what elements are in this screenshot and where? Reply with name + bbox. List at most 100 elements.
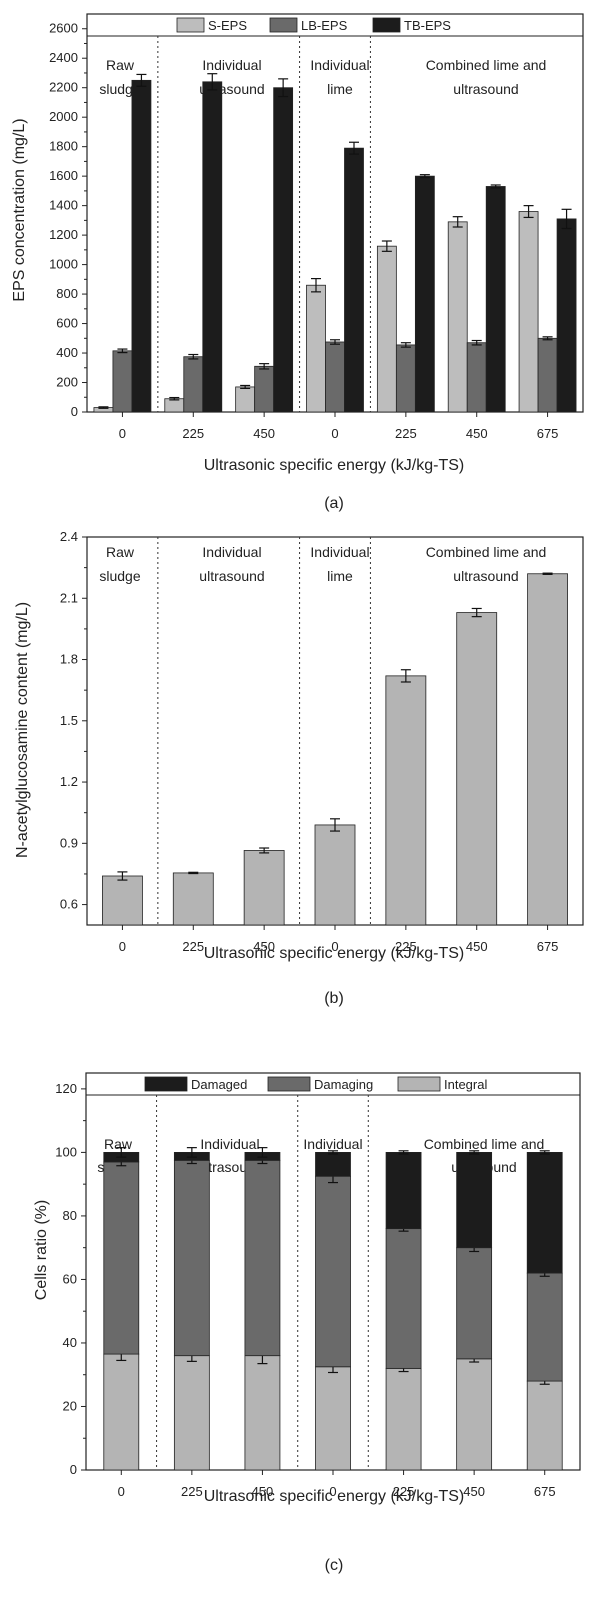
y-tick-label: 0.6 [60,897,78,912]
legend-swatch [267,1076,311,1092]
y-tick-label: 1400 [49,198,78,213]
bar-segment [456,1152,493,1249]
legend-swatch [144,1076,188,1092]
bar-segment [385,1228,422,1369]
bar [518,211,539,413]
bar [395,344,416,413]
chart-b: 0.6 0.9 1.2 1.5 1.8 2.1 2.4 0 225 450 0 225 450 675 Ra… [14,529,584,1007]
y-tick-label: 20 [63,1398,77,1413]
bar [314,824,356,926]
group-label: ultrasound [453,568,518,584]
group-label: Individual [310,57,369,73]
y-tick-label: 800 [56,286,78,301]
chart-c-caption: (c) [325,1557,344,1574]
group-label: Combined lime and [426,57,547,73]
legend-swatch [176,17,205,33]
bar [183,356,204,413]
x-tick-label: 450 [466,426,488,441]
legend-label: S-EPS [208,18,247,33]
y-tick-label: 40 [63,1335,77,1350]
group-label: ultrasound [453,81,518,97]
x-tick-label: 0 [118,1484,125,1499]
bar-segment [385,1152,422,1230]
bar-segment [244,1355,281,1471]
y-tick-label: 1.5 [60,713,78,728]
bar [325,341,345,413]
plot-b: 0.6 0.9 1.2 1.5 1.8 2.1 2.4 0 225 450 0 225 450 675 Ra… [60,529,584,954]
group-label: sludge [99,81,140,97]
y-tick-label: 2600 [49,21,78,36]
x-tick-label: 0 [331,939,338,954]
bar [202,81,223,413]
chart-a-xlabel: Ultrasonic specific energy (kJ/kg-TS) [204,457,465,474]
y-tick-label: 400 [56,345,78,360]
chart-c-xlabel: Ultrasonic specific energy (kJ/kg-TS) [204,1488,465,1505]
legend-swatch [269,17,298,33]
legend-label: TB-EPS [404,18,451,33]
y-tick-label: 60 [63,1271,77,1286]
bar [273,87,294,413]
y-tick-label: 1200 [49,227,78,242]
y-tick-label: 1600 [49,168,78,183]
x-tick-label: 225 [393,1484,415,1499]
bar [243,850,285,926]
x-tick-label: 0 [119,939,126,954]
bar-segment [456,1247,493,1360]
x-tick-label: 225 [395,426,417,441]
group-label: lime [327,81,353,97]
chart-c-ylabel: Cells ratio (%) [33,1200,50,1300]
bar-segment [315,1152,351,1177]
chart-c: 02040608010012002254500225450675Rawsludg… [33,1072,581,1574]
bar-segment [103,1161,140,1355]
bar [164,398,185,413]
x-tick-label: 675 [537,426,559,441]
group-label: lime [327,568,353,584]
x-tick-label: 225 [182,939,204,954]
bar [306,284,326,413]
group-label: Individual [202,57,261,73]
bar [376,245,397,413]
x-tick-label: 0 [119,426,126,441]
chart-b-xlabel: Ultrasonic specific energy (kJ/kg-TS) [204,945,465,962]
plot-c: 02040608010012002254500225450675Rawsludg… [55,1072,581,1499]
legend-swatch [372,17,401,33]
bar [556,218,577,413]
y-tick-label: 2000 [49,109,78,124]
y-tick-label: 2200 [49,80,78,95]
legend-label: Damaging [314,1077,373,1092]
y-tick-label: 1.8 [60,652,78,667]
chart-a-caption: (a) [324,495,344,512]
group-label: Raw [104,1136,133,1152]
group-label: Individual [303,1136,362,1152]
y-tick-label: 600 [56,316,78,331]
y-tick-label: 2400 [49,50,78,65]
group-label: Raw [106,544,135,560]
x-tick-label: 0 [329,1484,336,1499]
bar [131,79,152,413]
group-label: ultrasound [199,568,264,584]
y-tick-label: 1000 [49,257,78,272]
bar [466,342,487,413]
x-tick-label: 450 [252,1484,274,1499]
y-tick-label: 120 [55,1081,77,1096]
bar [344,147,364,413]
bar-segment [103,1353,140,1471]
bar [235,386,256,413]
plot-a: 0 200 400 600 800 1000 1200 1400 1600 1800 2000 220… [49,13,584,441]
group-label: Combined lime and [426,544,547,560]
bar [172,872,214,926]
y-tick-label: 80 [63,1208,77,1223]
bar [254,365,275,413]
bar [102,875,143,926]
y-tick-label: 2.1 [60,590,78,605]
chart-b-ylabel: N-acetylglucosamine content (mg/L) [14,602,31,858]
bar-segment [315,1175,351,1368]
group-label: Individual [202,544,261,560]
bar-segment [526,1272,563,1382]
y-tick-label: 1.2 [60,774,78,789]
bar [485,186,506,413]
group-label: sludge [99,568,140,584]
x-tick-label: 225 [395,939,417,954]
bar-segment [315,1366,351,1471]
y-tick-label: 2.4 [60,529,78,544]
